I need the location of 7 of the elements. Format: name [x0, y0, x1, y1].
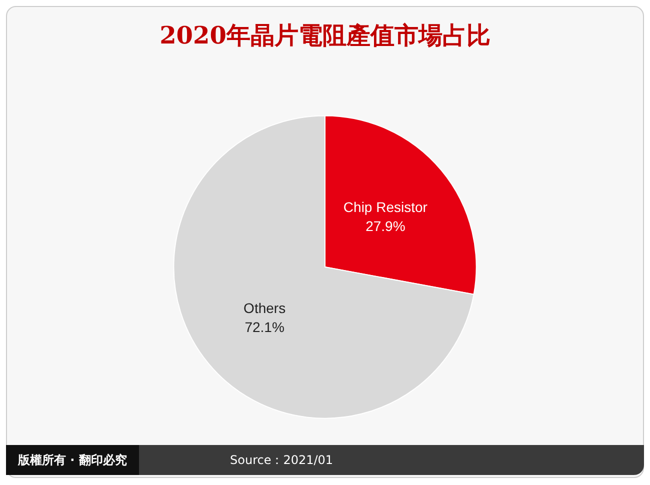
data-label: 72.1%: [244, 318, 284, 335]
chart-title: 2020年晶片電阻產值市場占比: [160, 20, 490, 50]
text: 版權所有 · 翻印必究: [6, 445, 139, 475]
slice-label: Chip Resistor: [343, 199, 428, 216]
slice-label: Others: [244, 300, 286, 316]
data-label: 27.9%: [366, 218, 406, 234]
source-note: Source：2021/01: [230, 452, 334, 469]
